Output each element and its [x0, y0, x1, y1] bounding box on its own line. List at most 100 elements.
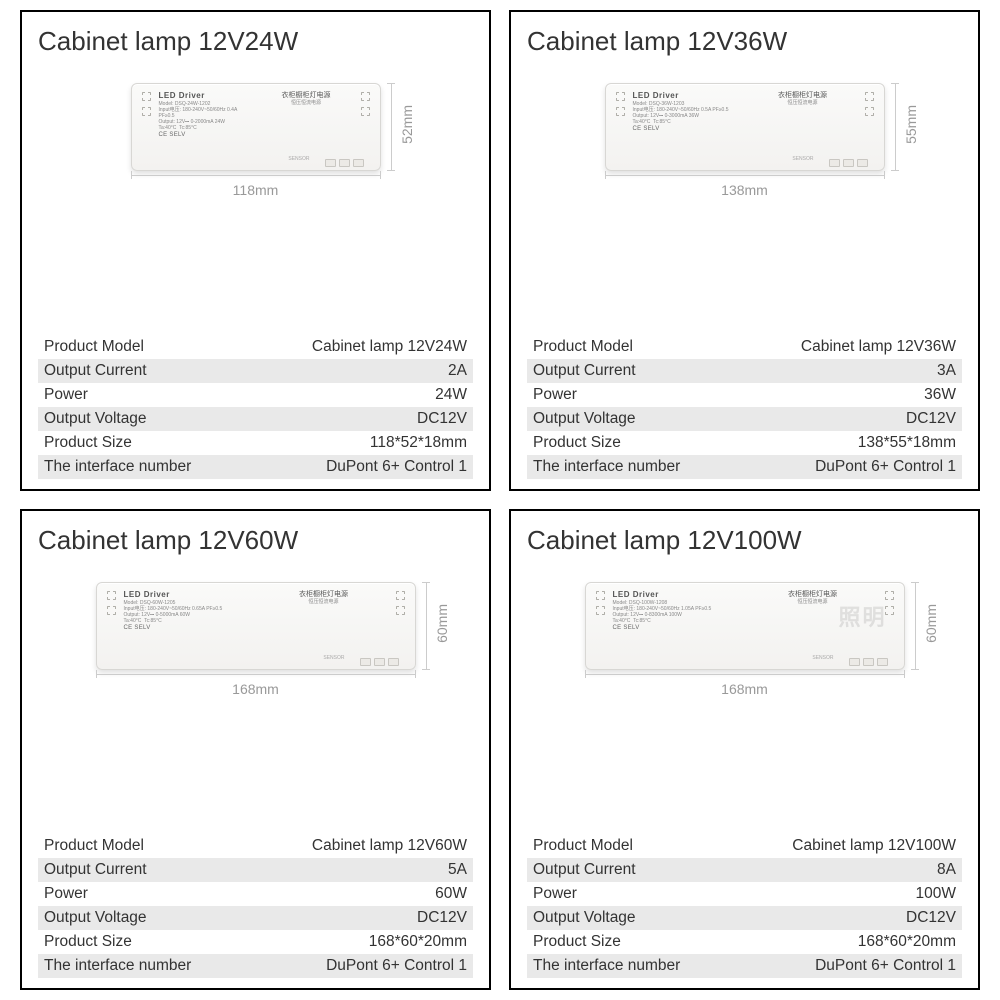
height-dim-line — [915, 582, 916, 670]
spec-value: 8A — [937, 861, 956, 879]
spec-value: Cabinet lamp 12V36W — [801, 338, 956, 356]
card-title: Cabinet lamp 12V100W — [527, 525, 962, 556]
product-card: Cabinet lamp 12V100W LED Driver Model: D… — [509, 509, 980, 990]
sensor-label: SENSOR — [323, 655, 344, 661]
led-driver-label: LED Driver — [159, 92, 252, 101]
width-dim-line — [605, 175, 885, 176]
spec-value: 36W — [924, 386, 956, 404]
sensor-label: SENSOR — [792, 156, 813, 162]
spec-value: 60W — [435, 885, 467, 903]
spec-value: 138*55*18mm — [858, 434, 956, 452]
height-dimension: 52mm — [399, 105, 415, 144]
port-icon — [863, 658, 874, 666]
device-illustration: LED Driver Model: DSQ-24W-1202 Input电压: … — [131, 83, 381, 171]
height-dim-line — [391, 83, 392, 171]
spec-label: The interface number — [44, 458, 191, 476]
cn-label: 衣柜橱柜灯电源 — [749, 591, 877, 599]
spec-label: Power — [44, 386, 88, 404]
spec-value: 3A — [937, 362, 956, 380]
card-title: Cabinet lamp 12V24W — [38, 26, 473, 57]
ce-selv-label: CE SELV — [613, 625, 741, 632]
product-diagram: LED Driver Model: DSQ-24W-1202 Input电压: … — [38, 65, 473, 255]
device-illustration: LED Driver Model: DSQ-60W-1205 Input电压: … — [96, 582, 416, 670]
spec-table: Product Model Cabinet lamp 12V60W Output … — [38, 834, 473, 978]
sensor-label: SENSOR — [288, 156, 309, 162]
device-wrap: LED Driver Model: DSQ-100W-1208 Input电压:… — [585, 582, 905, 697]
width-dimension: 168mm — [585, 681, 905, 697]
led-driver-label: LED Driver — [124, 591, 252, 600]
ce-selv-label: CE SELV — [159, 132, 252, 139]
watermark: 照明 — [838, 606, 886, 630]
port-icon — [857, 159, 868, 167]
port-icon — [325, 159, 336, 167]
product-card: Cabinet lamp 12V36W LED Driver Model: DS… — [509, 10, 980, 491]
spec-label: Power — [44, 885, 88, 903]
spec-table: Product Model Cabinet lamp 12V100W Output… — [527, 834, 962, 978]
spec-value: 2A — [448, 362, 467, 380]
device-illustration: LED Driver Model: DSQ-36W-1203 Input电压: … — [605, 83, 885, 171]
width-dim-line — [585, 674, 905, 675]
port-icon — [360, 658, 371, 666]
spec-label: Product Model — [533, 837, 633, 855]
spec-value: DuPont 6+ Control 1 — [326, 458, 467, 476]
cn-label: 衣柜橱柜灯电源 — [260, 591, 388, 599]
device-wrap: LED Driver Model: DSQ-24W-1202 Input电压: … — [131, 83, 381, 198]
card-title: Cabinet lamp 12V60W — [38, 525, 473, 556]
ce-selv-label: CE SELV — [124, 625, 252, 632]
spec-value: DC12V — [417, 410, 467, 428]
product-diagram: LED Driver Model: DSQ-36W-1203 Input电压: … — [527, 65, 962, 255]
height-dimension: 60mm — [434, 604, 450, 643]
port-icon — [339, 159, 350, 167]
spec-label: Output Current — [533, 861, 636, 879]
spec-label: Power — [533, 386, 577, 404]
product-card: Cabinet lamp 12V60W LED Driver Model: DS… — [20, 509, 491, 990]
spec-value: Cabinet lamp 12V60W — [312, 837, 467, 855]
spec-label: Product Size — [533, 933, 621, 951]
port-icon — [374, 658, 385, 666]
width-dim-line — [131, 175, 381, 176]
spec-value: 5A — [448, 861, 467, 879]
spec-label: Product Model — [44, 338, 144, 356]
product-diagram: LED Driver Model: DSQ-60W-1205 Input电压: … — [38, 564, 473, 754]
spec-value: 168*60*20mm — [858, 933, 956, 951]
spec-value: DuPont 6+ Control 1 — [815, 957, 956, 975]
spec-value: DC12V — [906, 909, 956, 927]
width-dim-line — [96, 674, 416, 675]
cn-label: 衣柜橱柜灯电源 — [749, 92, 857, 100]
spec-value: DC12V — [417, 909, 467, 927]
spec-label: The interface number — [533, 957, 680, 975]
width-dimension: 138mm — [605, 182, 885, 198]
device-wrap: LED Driver Model: DSQ-36W-1203 Input电压: … — [605, 83, 885, 198]
card-title: Cabinet lamp 12V36W — [527, 26, 962, 57]
height-dim-line — [426, 582, 427, 670]
spec-value: 100W — [916, 885, 957, 903]
port-icon — [877, 658, 888, 666]
spec-value: DuPont 6+ Control 1 — [815, 458, 956, 476]
cn-label: 衣柜橱柜灯电源 — [260, 92, 353, 100]
spec-value: 118*52*18mm — [370, 434, 467, 452]
spec-value: DuPont 6+ Control 1 — [326, 957, 467, 975]
spec-label: Output Voltage — [44, 909, 147, 927]
port-icon — [849, 658, 860, 666]
spec-label: Product Size — [44, 933, 132, 951]
led-driver-label: LED Driver — [613, 591, 741, 600]
port-icon — [388, 658, 399, 666]
port-icon — [843, 159, 854, 167]
spec-value: Cabinet lamp 12V100W — [792, 837, 956, 855]
spec-label: Output Voltage — [44, 410, 147, 428]
height-dimension: 60mm — [923, 604, 939, 643]
spec-value: 168*60*20mm — [369, 933, 467, 951]
spec-label: Output Current — [44, 362, 147, 380]
height-dim-line — [895, 83, 896, 171]
sensor-label: SENSOR — [812, 655, 833, 661]
spec-label: Product Size — [533, 434, 621, 452]
spec-label: Output Voltage — [533, 410, 636, 428]
spec-label: The interface number — [533, 458, 680, 476]
device-wrap: LED Driver Model: DSQ-60W-1205 Input电压: … — [96, 582, 416, 697]
spec-label: Product Model — [44, 837, 144, 855]
spec-label: Output Voltage — [533, 909, 636, 927]
spec-label: The interface number — [44, 957, 191, 975]
led-driver-label: LED Driver — [633, 92, 741, 101]
port-icon — [353, 159, 364, 167]
spec-value: 24W — [435, 386, 467, 404]
